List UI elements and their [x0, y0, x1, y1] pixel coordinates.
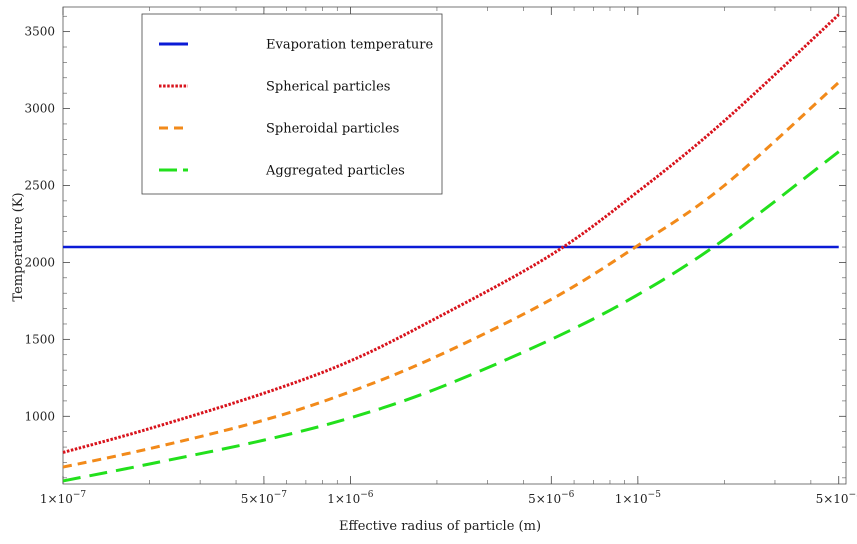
y-tick-label: 1000 — [24, 409, 55, 423]
y-tick-label: 2000 — [24, 255, 55, 269]
axis-ticks: 1000 1500 2000 2500 3000 3500 1×10−7 5×10−7 1×10… — [24, 7, 857, 506]
x-axis-label: Effective radius of particle (m) — [339, 519, 541, 534]
y-tick-label: 2500 — [24, 178, 55, 192]
x-tick-label: 5×10−5 — [816, 490, 857, 506]
y-tick-label: 3500 — [24, 25, 55, 39]
legend: Evaporation temperature Spherical particl… — [141, 13, 443, 195]
series-line-3 — [62, 150, 840, 483]
series-layer — [62, 13, 840, 483]
series-line-2 — [62, 81, 840, 469]
x-tick-label: 1×10−6 — [327, 490, 374, 506]
x-tick-label: 1×10−5 — [615, 490, 662, 506]
y-tick-label: 1500 — [24, 332, 55, 346]
legend-label-1: Spherical particles — [266, 80, 390, 95]
plot-frame — [62, 6, 847, 485]
legend-label-3: Aggregated particles — [265, 164, 405, 179]
x-tick-label: 5×10−7 — [241, 490, 288, 506]
x-tick-label: 1×10−7 — [40, 490, 87, 506]
legend-box — [141, 13, 443, 195]
legend-label-0: Evaporation temperature — [266, 38, 433, 53]
y-axis-label: Temperature (K) — [11, 192, 26, 301]
y-tick-label: 3000 — [24, 102, 55, 116]
series-line-1 — [62, 13, 840, 454]
legend-label-2: Spheroidal particles — [266, 122, 399, 137]
x-tick-label: 5×10−6 — [528, 490, 575, 506]
